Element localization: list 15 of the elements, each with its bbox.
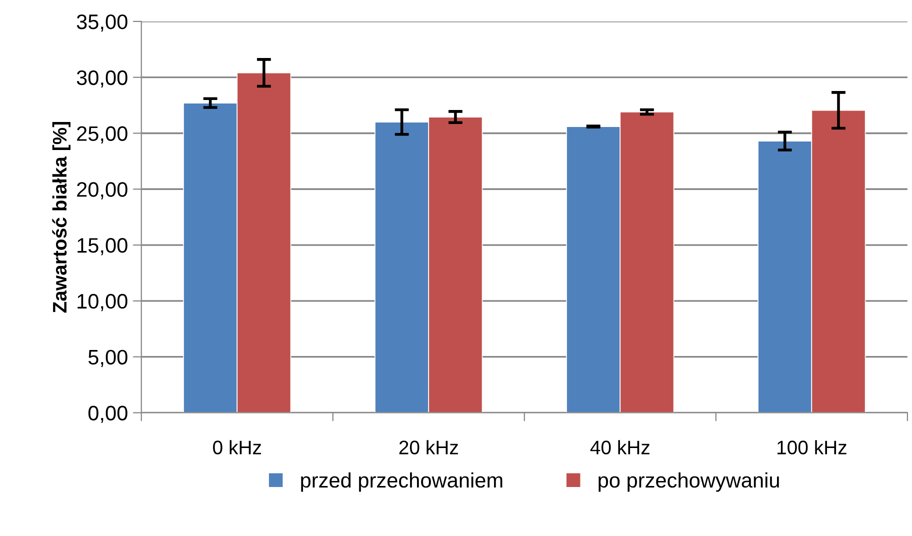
legend-label: przed przechowaniem bbox=[301, 472, 502, 492]
legend-label: po przechowywaniu bbox=[598, 472, 779, 492]
y-axis-title: Zawartość białka [%] bbox=[52, 122, 70, 313]
x-tick-label: 20 kHz bbox=[399, 440, 458, 454]
y-tick-label: 0,00 bbox=[88, 406, 128, 423]
y-tick-label: 35,00 bbox=[76, 14, 128, 32]
y-tick-label: 10,00 bbox=[78, 294, 128, 312]
x-tick-label: 0 kHz bbox=[213, 440, 262, 454]
y-tick-label: 20,00 bbox=[77, 182, 128, 200]
y-tick-label: 30,00 bbox=[76, 70, 128, 88]
y-tick-label: 5,00 bbox=[88, 350, 128, 368]
y-tick-label: 25,00 bbox=[77, 126, 128, 144]
x-tick-label: 100 kHz bbox=[778, 440, 846, 454]
x-tick-label: 40 kHz bbox=[590, 440, 650, 454]
y-tick-label: 15,00 bbox=[78, 238, 128, 256]
